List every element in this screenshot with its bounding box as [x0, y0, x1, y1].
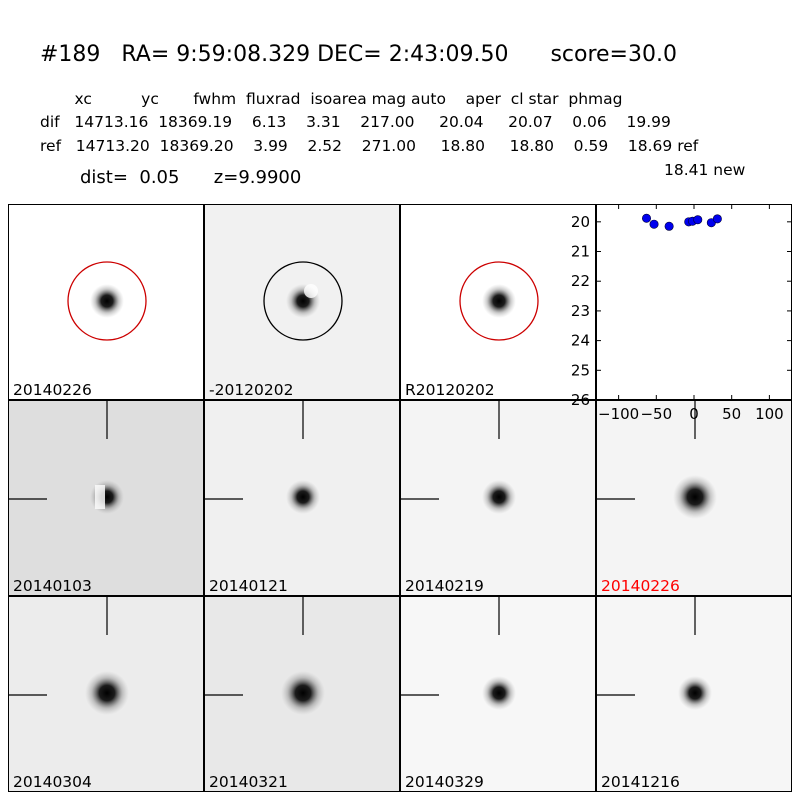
cutout-image [263, 261, 343, 341]
table-row-new: 18.41 new [664, 161, 746, 179]
panel-date-label: 20140329 [405, 773, 484, 791]
panel-date-label: 20140103 [13, 577, 92, 595]
panel-date-label: 20140121 [209, 577, 288, 595]
y-tick-label: 20 [571, 213, 590, 231]
candidate-title: #189 RA= 9:59:08.329 DEC= 2:43:09.50 sco… [40, 42, 677, 67]
x-tick-label: 100 [755, 405, 784, 423]
source-blob [673, 475, 717, 519]
y-tick-label: 22 [571, 272, 590, 290]
cutout-panel: 20140219 [400, 400, 596, 596]
cutout-panel: 20140226 [8, 204, 204, 400]
aperture-circle [263, 261, 343, 341]
panel-date-label: R20120202 [405, 381, 495, 399]
dist-z-line: dist= 0.05 z=9.9900 [80, 167, 302, 188]
cutout-panel: 20140304 [8, 596, 204, 792]
source-blob [482, 284, 516, 318]
source-blob [90, 284, 124, 318]
lightcurve-point [693, 215, 703, 225]
panel-date-label: 20141216 [601, 773, 680, 791]
cutout-image [459, 261, 539, 341]
cutout-image [401, 597, 516, 710]
panel-date-label: 20140226 [601, 577, 680, 595]
y-tick-label: 26 [571, 391, 590, 409]
aperture-circle [459, 261, 539, 341]
cutout-panel: 20140103 [8, 400, 204, 596]
table-column-headers: xc yc fwhm fluxrad isoarea mag auto aper… [40, 90, 623, 108]
x-tick-label: −100 [598, 405, 639, 423]
aperture-circle [67, 261, 147, 341]
lightcurve-point [664, 221, 674, 231]
cutout-image [9, 401, 124, 514]
cutout-panel: 20140121 [204, 400, 400, 596]
lightcurve-point [712, 214, 722, 224]
x-tick-label: 50 [722, 405, 741, 423]
panel-date-label: -20120202 [209, 381, 294, 399]
panel-date-label: 20140219 [405, 577, 484, 595]
panel-date-label: 20140321 [209, 773, 288, 791]
cutout-panel: 20141216 [596, 596, 792, 792]
source-blob [281, 671, 325, 715]
x-tick-label: −50 [640, 405, 672, 423]
source-blob [678, 676, 712, 710]
cutout-panel: 20140321 [204, 596, 400, 792]
cutout-panel: R20120202 [400, 204, 596, 400]
source-blob [286, 480, 320, 514]
x-tick-label: 0 [689, 405, 699, 423]
cutout-image [597, 401, 717, 519]
panel-date-label: 20140304 [13, 773, 92, 791]
source-blob [482, 480, 516, 514]
y-tick-label: 23 [571, 302, 590, 320]
y-tick-label: 21 [571, 243, 590, 261]
subtraction-residual [95, 485, 105, 509]
cutout-image [597, 597, 712, 710]
panel-date-label: 20140226 [13, 381, 92, 399]
y-tick-label: 24 [571, 332, 590, 350]
cutout-image [401, 401, 516, 514]
source-blob [85, 671, 129, 715]
source-blob [482, 676, 516, 710]
y-tick-label: 25 [571, 361, 590, 379]
cutout-panel: -20120202 [204, 204, 400, 400]
subtraction-residual [304, 284, 318, 298]
cutout-image [205, 401, 320, 514]
lightcurve-point [642, 213, 652, 223]
lightcurve-plot: 20 21 22 23 24 25 26 −100 −50 0 50 100 [571, 204, 792, 423]
cutout-image [67, 261, 147, 341]
table-row-dif: dif 14713.16 18369.19 6.13 3.31 217.00 2… [40, 113, 671, 131]
cutout-panel: 20140329 [400, 596, 596, 792]
lightcurve-point [649, 219, 659, 229]
cutout-image [205, 597, 325, 715]
cutout-image [9, 597, 129, 715]
cutout-panel: 20140226 [596, 400, 792, 596]
table-row-ref: ref 14713.20 18369.20 3.99 2.52 271.00 1… [40, 137, 699, 155]
